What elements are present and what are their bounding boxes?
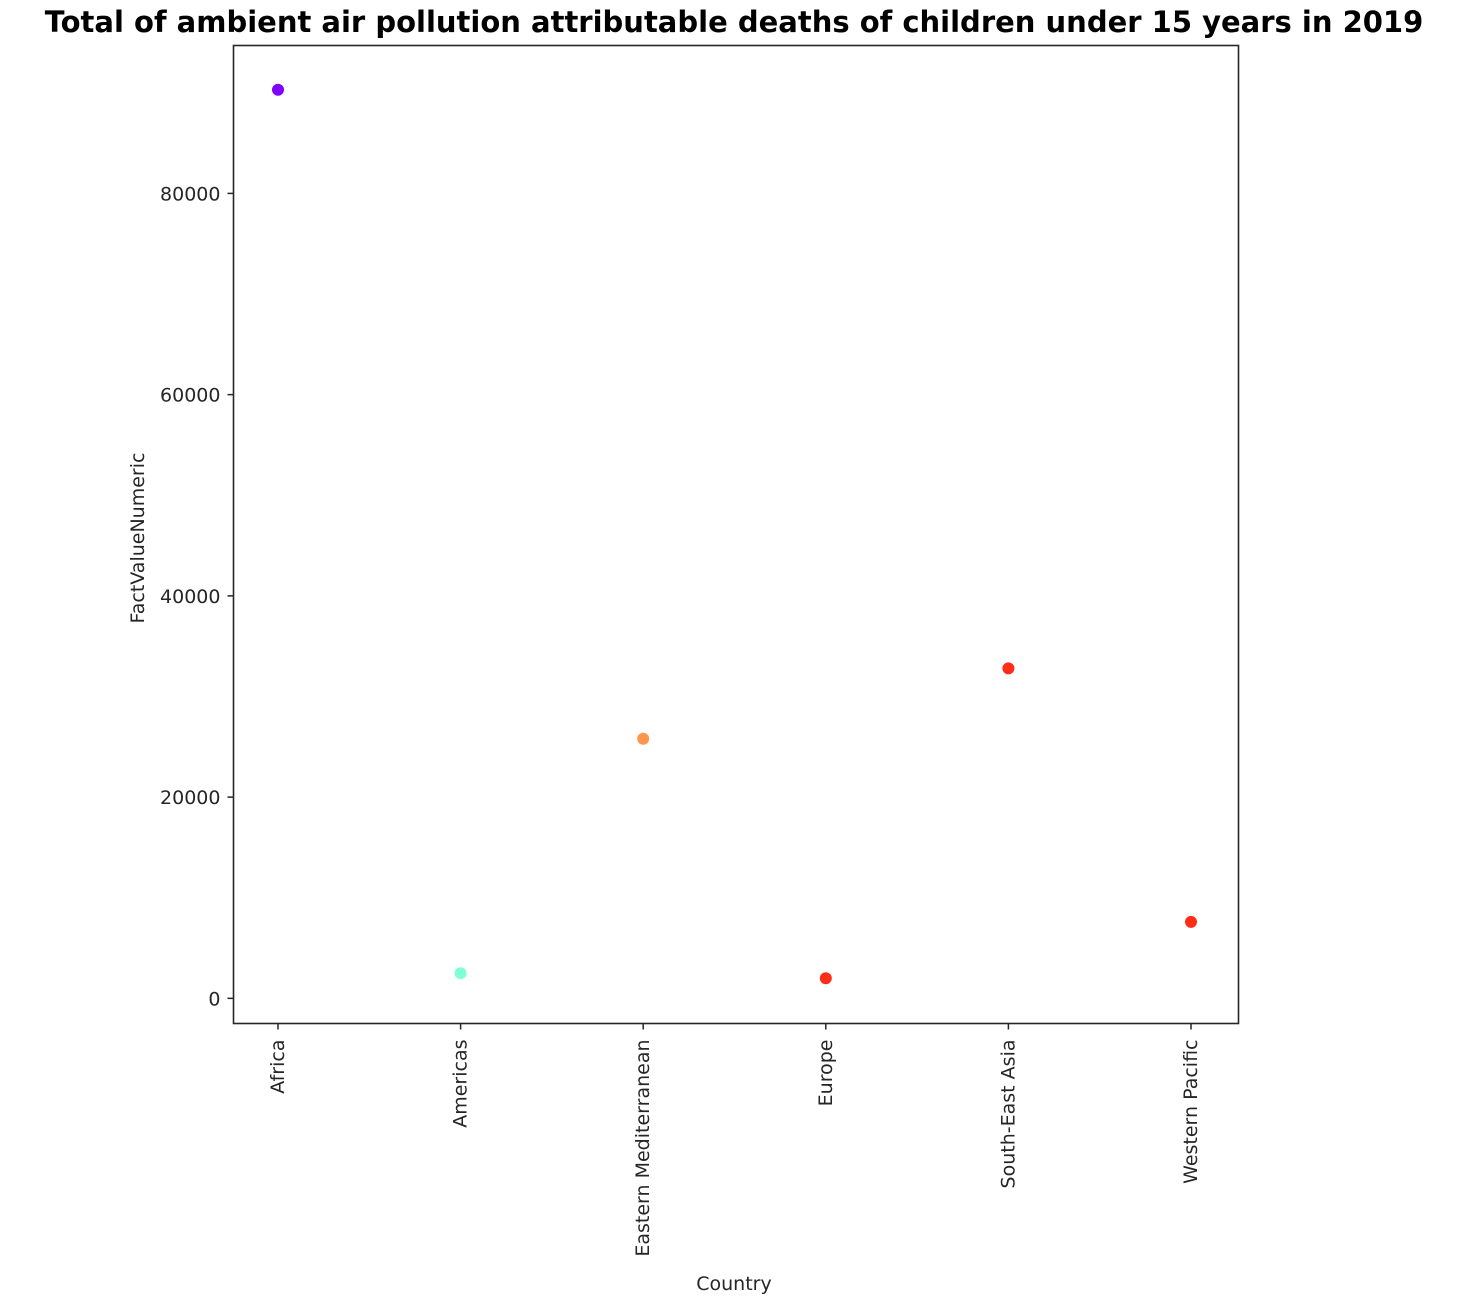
x-axis: Africa Americas Eastern Mediterranean Europ…: [267, 1023, 1202, 1257]
y-tick-label: 40000: [160, 586, 220, 608]
y-tick-label: 60000: [160, 385, 220, 407]
y-tick-label: 80000: [160, 183, 220, 205]
x-tick-label: South-East Asia: [997, 1040, 1019, 1189]
x-tick-label: Americas: [450, 1040, 472, 1128]
data-point: [1184, 914, 1198, 929]
data-point: [453, 966, 468, 981]
y-axis: 0 20000 40000 60000 80000: [160, 183, 234, 1010]
x-tick-label: Europe: [815, 1040, 837, 1107]
y-tick-label: 0: [208, 988, 220, 1010]
plot-area-frame: [232, 44, 1240, 1025]
data-point: [818, 971, 833, 986]
x-tick-label: Western Pacific: [1180, 1040, 1202, 1184]
x-tick-label: Eastern Mediterranean: [632, 1040, 654, 1257]
data-point: [271, 82, 285, 97]
y-tick-label: 20000: [160, 787, 220, 809]
data-point: [1001, 661, 1016, 676]
x-axis-label: Country: [696, 1273, 771, 1295]
data-points: [271, 82, 1198, 986]
data-point: [636, 731, 651, 746]
chart-title: Total of ambient air pollution attributa…: [45, 5, 1424, 39]
x-tick-label: Africa: [267, 1040, 289, 1094]
y-axis-label: FactValueNumeric: [127, 453, 149, 624]
